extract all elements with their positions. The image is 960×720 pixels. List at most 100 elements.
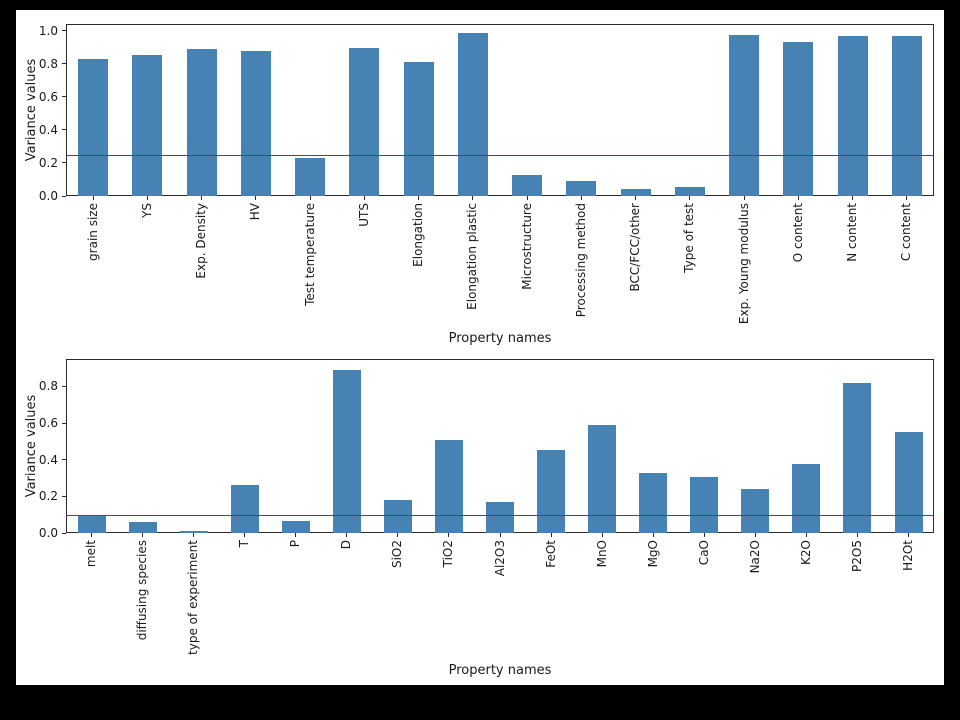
bar <box>537 449 566 533</box>
x-tick-mark <box>244 533 246 537</box>
y-tick-label: 0.2 <box>38 489 58 504</box>
bar <box>295 158 326 196</box>
x-category-label: H2Ot <box>900 540 915 571</box>
x-category-label: type of experiment <box>186 540 201 655</box>
bar <box>894 432 923 533</box>
x-tick-mark <box>472 196 474 200</box>
bar <box>639 472 668 533</box>
bar <box>434 439 463 533</box>
x-tick-mark <box>92 196 94 200</box>
bar <box>128 522 157 533</box>
bar <box>620 188 651 196</box>
y-tick-label: 0.0 <box>38 189 58 203</box>
x-tick-mark <box>601 533 603 537</box>
x-tick-mark <box>550 533 552 537</box>
x-axis-label: Property names <box>448 331 552 346</box>
x-tick-mark <box>448 533 450 537</box>
bar <box>792 464 821 533</box>
x-tick-mark <box>797 196 799 200</box>
x-tick-mark <box>309 196 311 200</box>
bar <box>674 186 705 196</box>
bar <box>588 424 617 533</box>
x-category-label: P <box>288 540 303 548</box>
y-tick-mark <box>62 385 66 387</box>
x-tick-mark <box>805 533 807 537</box>
y-tick-label: 0.6 <box>38 89 58 104</box>
bar <box>281 521 310 533</box>
x-tick-mark <box>635 196 637 200</box>
x-category-label: K2O <box>798 540 813 565</box>
x-tick-mark <box>255 196 257 200</box>
x-category-label: Al2O3 <box>492 540 507 577</box>
x-tick-mark <box>295 533 297 537</box>
y-tick-label: 0.2 <box>38 155 58 170</box>
x-tick-mark <box>580 196 582 200</box>
x-tick-mark <box>852 196 854 200</box>
bar <box>486 501 514 533</box>
x-tick-mark <box>856 533 858 537</box>
x-category-label: MgO <box>645 540 660 568</box>
x-category-label: SiO2 <box>390 540 405 569</box>
x-tick-mark <box>526 196 528 200</box>
y-tick-label: 0.8 <box>38 379 58 394</box>
y-tick-mark <box>62 63 66 65</box>
y-tick-label: 0.8 <box>38 56 58 71</box>
x-category-label: MnO <box>594 540 609 568</box>
bar <box>383 500 412 533</box>
y-tick-mark <box>62 129 66 131</box>
x-tick-mark <box>193 533 195 537</box>
bar <box>240 51 271 196</box>
threshold-line <box>66 514 934 516</box>
x-tick-mark <box>689 196 691 200</box>
y-tick-label: 0.4 <box>38 122 58 137</box>
bar <box>783 42 814 196</box>
x-tick-mark <box>743 196 745 200</box>
x-tick-mark <box>499 533 501 537</box>
bar <box>891 35 922 196</box>
x-category-label: diffusing species <box>135 540 150 641</box>
x-tick-mark <box>703 533 705 537</box>
y-tick-mark <box>62 459 66 461</box>
bar <box>132 55 163 196</box>
x-tick-mark <box>91 533 93 537</box>
y-tick-label: 1.0 <box>38 23 58 38</box>
x-category-label: FeOt <box>543 540 558 568</box>
bar <box>403 62 434 196</box>
x-tick-mark <box>652 533 654 537</box>
bar <box>690 477 719 533</box>
threshold-line <box>66 154 934 156</box>
x-tick-mark <box>907 533 909 537</box>
bar <box>349 48 380 196</box>
bar <box>837 36 868 196</box>
x-tick-mark <box>397 533 399 537</box>
x-category-label: TiO2 <box>441 540 456 568</box>
y-tick-mark <box>62 162 66 164</box>
x-category-label: D <box>339 540 354 550</box>
x-tick-mark <box>906 196 908 200</box>
chart-bottom-variance-bar: 0.0 0.2 0.4 0.6 0.8 melt diffusing species type… <box>16 10 944 685</box>
x-tick-mark <box>201 196 203 200</box>
bar <box>77 515 106 533</box>
y-tick-label: 0.4 <box>38 452 58 467</box>
bar <box>332 370 361 533</box>
y-tick-mark <box>62 195 66 197</box>
y-tick-label: 0.0 <box>38 526 58 540</box>
y-axis-label: Variance values <box>24 394 39 498</box>
y-tick-mark <box>62 495 66 497</box>
figure-canvas: 0.0 0.2 0.4 0.6 0.8 1.0 grain size YS Exp. Densi… <box>16 10 944 685</box>
x-tick-mark <box>346 533 348 537</box>
x-axis-label: Property names <box>448 663 552 678</box>
y-tick-label: 0.6 <box>38 416 58 431</box>
bar <box>179 531 208 533</box>
bar <box>78 58 109 196</box>
y-tick-mark <box>62 532 66 534</box>
bar <box>457 33 488 196</box>
y-tick-mark <box>62 96 66 98</box>
y-tick-mark <box>62 422 66 424</box>
x-category-label: T <box>237 540 252 548</box>
bar <box>843 382 872 533</box>
bar <box>186 48 217 196</box>
bar <box>729 34 760 197</box>
x-category-label: CaO <box>696 540 711 566</box>
x-category-label: Na2O <box>747 540 762 574</box>
